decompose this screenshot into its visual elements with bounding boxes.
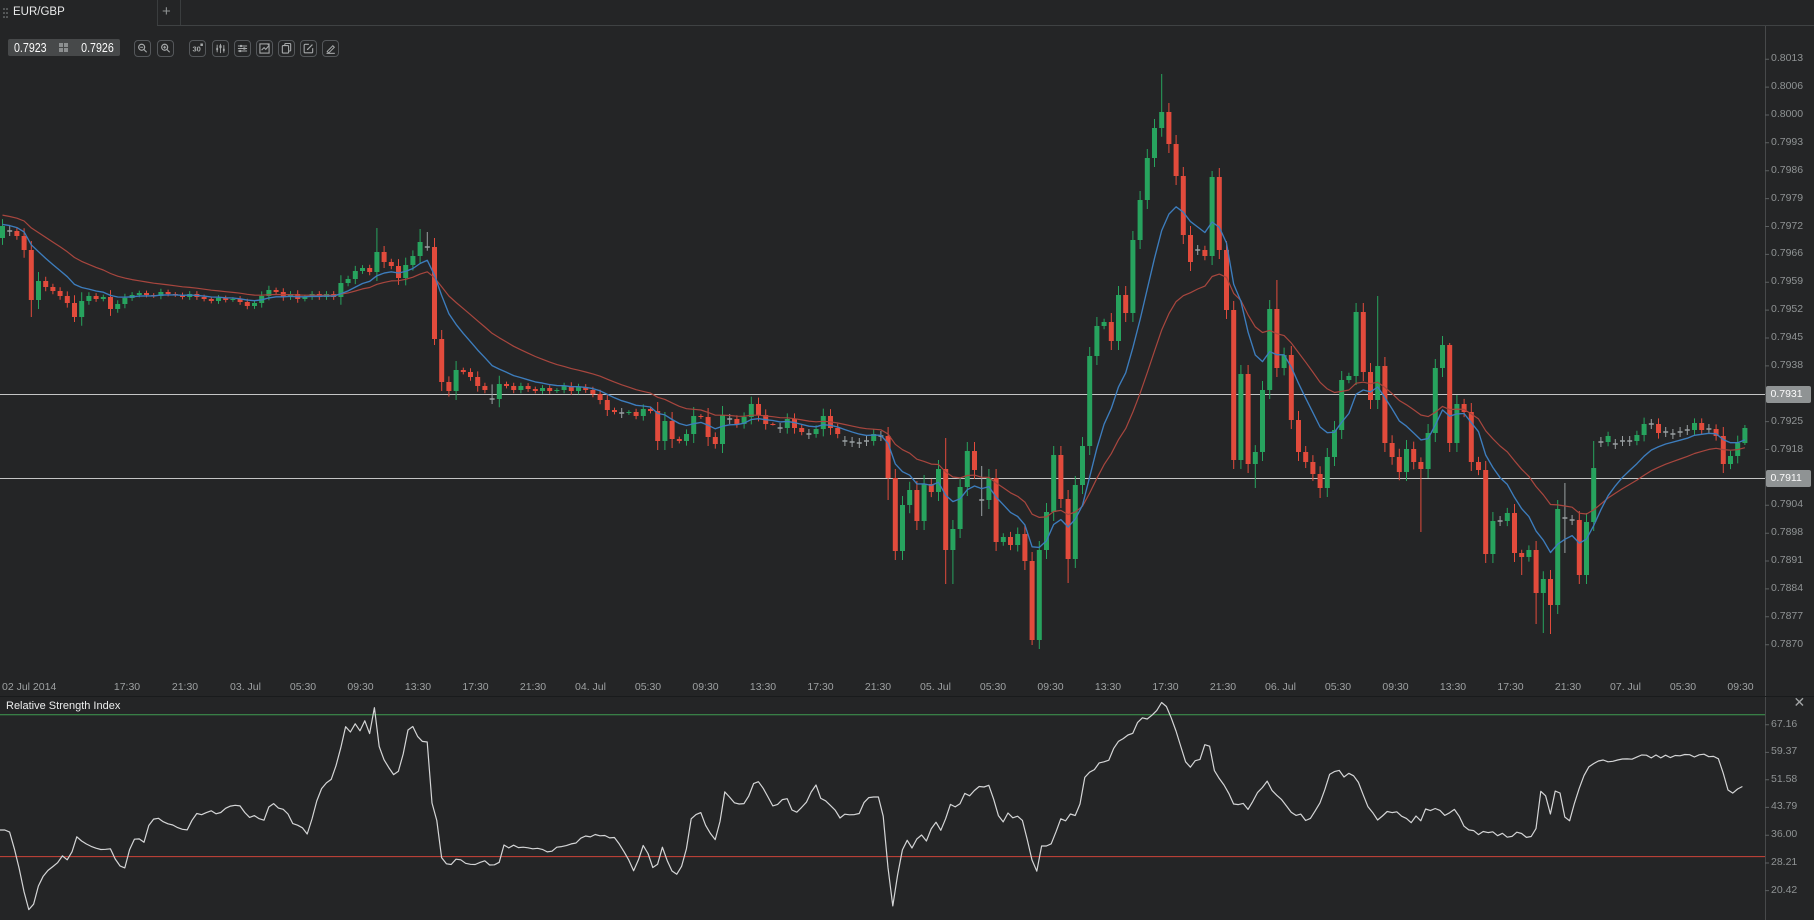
svg-text:30: 30 (193, 44, 201, 53)
